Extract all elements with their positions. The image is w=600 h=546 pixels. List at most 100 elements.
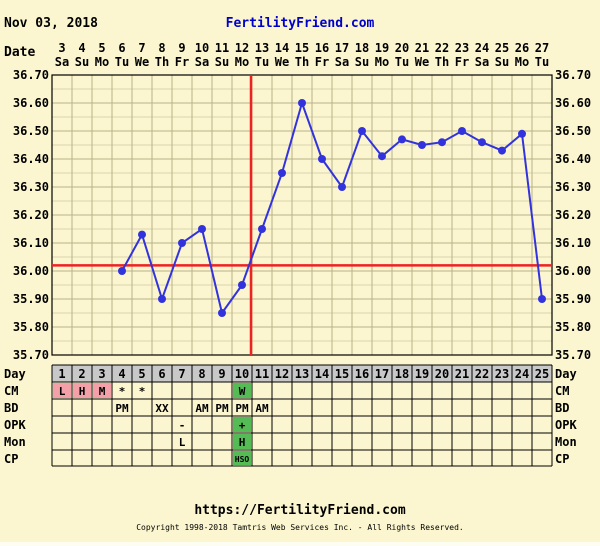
cell-value: - xyxy=(179,419,186,432)
footer-url[interactable]: https://FertilityFriend.com xyxy=(194,503,405,518)
cell-value: AM xyxy=(195,402,209,415)
weekday-tick-label: Su xyxy=(495,55,509,69)
date-tick-label: 4 xyxy=(78,41,85,55)
date-tick-label: 20 xyxy=(395,41,409,55)
cycle-day-label: 3 xyxy=(98,367,105,381)
cell-value: * xyxy=(119,385,126,398)
plot-border xyxy=(51,74,553,356)
cycle-day-label: 14 xyxy=(315,367,329,381)
weekday-tick-label: Sa xyxy=(195,55,209,69)
cell-value: PM xyxy=(215,402,229,415)
cell-value: HSO xyxy=(235,455,250,464)
weekday-tick-label: Th xyxy=(295,55,309,69)
y-tick-label-right: 36.10 xyxy=(555,236,591,250)
weekday-tick-label: Tu xyxy=(535,55,549,69)
cycle-day-label: 18 xyxy=(395,367,409,381)
weekday-tick-label: Mo xyxy=(95,55,109,69)
temperature-point xyxy=(338,183,346,191)
date-tick-label: 19 xyxy=(375,41,389,55)
date-tick-label: 10 xyxy=(195,41,209,55)
cell-highlight xyxy=(93,383,111,398)
cell-value: W xyxy=(239,385,246,398)
day-row-background xyxy=(52,365,552,382)
weekday-tick-label: Fr xyxy=(455,55,469,69)
y-tick-label-right: 36.50 xyxy=(555,124,591,138)
cell-value: PM xyxy=(115,402,129,415)
date-tick-label: 12 xyxy=(235,41,249,55)
day-row-label-right: Day xyxy=(555,367,577,381)
date-tick-label: 26 xyxy=(515,41,529,55)
y-tick-label-left: 36.40 xyxy=(13,152,49,166)
y-tick-label-right: 35.80 xyxy=(555,320,591,334)
row-label-opk: OPK xyxy=(4,418,26,432)
weekday-tick-label: Su xyxy=(355,55,369,69)
date-tick-label: 14 xyxy=(275,41,289,55)
y-tick-label-right: 36.30 xyxy=(555,180,591,194)
y-tick-label-right: 35.70 xyxy=(555,348,591,362)
y-tick-label-left: 36.10 xyxy=(13,236,49,250)
cycle-day-label: 2 xyxy=(78,367,85,381)
cell-value: M xyxy=(99,385,106,398)
date-tick-label: 11 xyxy=(215,41,229,55)
cycle-day-label: 1 xyxy=(58,367,65,381)
y-tick-label-right: 35.90 xyxy=(555,292,591,306)
y-tick-label-left: 36.20 xyxy=(13,208,49,222)
temperature-point xyxy=(438,138,446,147)
date-tick-label: 24 xyxy=(475,41,489,55)
date-tick-label: 8 xyxy=(158,41,165,55)
temperature-point xyxy=(518,129,526,138)
y-tick-label-left: 35.80 xyxy=(13,320,49,334)
cycle-day-label: 5 xyxy=(138,367,145,381)
cycle-day-label: 17 xyxy=(375,367,389,381)
temperature-point xyxy=(198,225,206,233)
temperature-point xyxy=(278,169,286,177)
y-tick-label-left: 36.30 xyxy=(13,180,49,194)
date-tick-label: 13 xyxy=(255,41,269,55)
row-label-right-mon: Mon xyxy=(555,435,577,449)
weekday-tick-label: Fr xyxy=(315,55,329,69)
cycle-day-label: 22 xyxy=(475,367,489,381)
y-tick-label-right: 36.00 xyxy=(555,264,591,278)
day-row-label: Day xyxy=(4,367,26,381)
weekday-tick-label: Mo xyxy=(375,55,389,69)
temperature-point xyxy=(398,135,406,144)
weekday-tick-label: We xyxy=(275,55,289,69)
weekday-tick-label: Su xyxy=(75,55,89,69)
temperature-point xyxy=(458,127,466,135)
cycle-day-label: 11 xyxy=(255,367,269,381)
temperature-point xyxy=(118,267,126,275)
cell-highlight xyxy=(233,383,251,398)
row-label-right-opk: OPK xyxy=(555,418,577,432)
temperature-point xyxy=(478,138,486,147)
row-label-right-bd: BD xyxy=(555,401,569,415)
date-tick-label: 9 xyxy=(178,41,185,55)
cycle-day-label: 20 xyxy=(435,367,449,381)
weekday-tick-label: Sa xyxy=(335,55,349,69)
date-tick-label: 25 xyxy=(495,41,509,55)
cycle-day-label: 21 xyxy=(455,367,469,381)
cell-value: H xyxy=(79,385,86,398)
y-tick-label-left: 35.70 xyxy=(13,348,49,362)
y-tick-label-right: 36.20 xyxy=(555,208,591,222)
cycle-day-label: 8 xyxy=(198,367,205,381)
weekday-tick-label: Su xyxy=(215,55,229,69)
cell-highlight xyxy=(233,434,251,449)
site-title[interactable]: FertilityFriend.com xyxy=(226,16,375,31)
temperature-point xyxy=(138,230,146,239)
cycle-day-label: 13 xyxy=(295,367,309,381)
weekday-tick-label: Tu xyxy=(395,55,409,69)
temperature-point xyxy=(318,155,326,163)
weekday-tick-label: Th xyxy=(435,55,449,69)
cell-value: * xyxy=(139,385,146,398)
temperature-point xyxy=(418,141,426,149)
weekday-tick-label: Sa xyxy=(475,55,489,69)
date-tick-label: 16 xyxy=(315,41,329,55)
weekday-tick-label: Fr xyxy=(175,55,189,69)
temperature-point xyxy=(538,295,546,303)
temperature-point xyxy=(498,146,506,155)
cycle-day-label: 9 xyxy=(218,367,225,381)
cycle-day-label: 10 xyxy=(235,367,249,381)
row-label-right-cp: CP xyxy=(555,452,569,466)
